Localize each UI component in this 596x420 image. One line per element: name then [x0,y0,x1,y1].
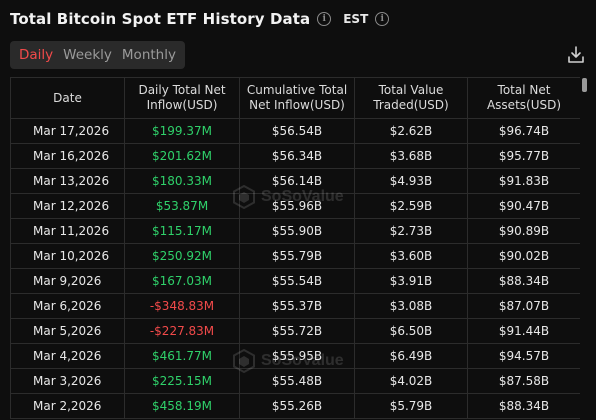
period-tabs: Daily Weekly Monthly [10,41,185,69]
daily-net-inflow-cell: -$348.83M [124,293,240,319]
net-assets-cell: $90.89B [467,218,580,244]
history-table: Date Daily Total Net Inflow(USD) Cumulat… [10,77,580,419]
net-assets-cell: $88.34B [467,393,580,419]
net-assets-cell: $91.83B [467,168,580,194]
timezone-label[interactable]: EST [343,12,369,26]
table-header-row: Date Daily Total Net Inflow(USD) Cumulat… [10,77,580,119]
date-cell: Mar 17,2026 [10,118,125,144]
value-traded-cell: $2.73B [354,218,468,244]
date-cell: Mar 11,2026 [10,218,125,244]
value-traded-cell: $2.62B [354,118,468,144]
value-traded-cell: $3.91B [354,268,468,294]
net-assets-cell: $96.74B [467,118,580,144]
daily-net-inflow-cell: $180.33M [124,168,240,194]
value-traded-cell: $3.60B [354,243,468,269]
daily-net-inflow-cell: $225.15M [124,368,240,394]
value-traded-cell: $6.49B [354,343,468,369]
table-row[interactable]: Mar 5,2026 -$227.83M $55.72B $6.50B $91.44B [10,318,580,344]
scrollbar-track[interactable] [581,77,589,420]
daily-net-inflow-cell: $250.92M [124,243,240,269]
date-cell: Mar 12,2026 [10,193,125,219]
cumulative-net-inflow-cell: $55.79B [239,243,355,269]
cumulative-net-inflow-cell: $55.90B [239,218,355,244]
date-cell: Mar 5,2026 [10,318,125,344]
value-traded-cell: $6.50B [354,318,468,344]
net-assets-cell: $90.02B [467,243,580,269]
column-header-daily-net-inflow[interactable]: Daily Total Net Inflow(USD) [124,77,240,119]
date-cell: Mar 2,2026 [10,393,125,419]
table-row[interactable]: Mar 11,2026 $115.17M $55.90B $2.73B $90.89B [10,218,580,244]
date-cell: Mar 6,2026 [10,293,125,319]
page-title: Total Bitcoin Spot ETF History Data [10,10,311,28]
value-traded-cell: $4.02B [354,368,468,394]
net-assets-cell: $91.44B [467,318,580,344]
daily-net-inflow-cell: $115.17M [124,218,240,244]
net-assets-cell: $87.07B [467,293,580,319]
scrollbar-thumb[interactable] [582,78,587,92]
net-assets-cell: $87.58B [467,368,580,394]
value-traded-cell: $5.79B [354,393,468,419]
column-header-net-assets[interactable]: Total Net Assets(USD) [467,77,580,119]
page-header: Total Bitcoin Spot ETF History Data i ES… [10,8,390,30]
daily-net-inflow-cell: $461.77M [124,343,240,369]
column-header-value-traded[interactable]: Total Value Traded(USD) [354,77,468,119]
history-table-container[interactable]: Date Daily Total Net Inflow(USD) Cumulat… [10,77,580,420]
net-assets-cell: $90.47B [467,193,580,219]
tab-weekly[interactable]: Weekly [63,47,112,63]
daily-net-inflow-cell: $167.03M [124,268,240,294]
cumulative-net-inflow-cell: $55.72B [239,318,355,344]
cumulative-net-inflow-cell: $55.37B [239,293,355,319]
table-row[interactable]: Mar 16,2026 $201.62M $56.34B $3.68B $95.77B [10,143,580,169]
daily-net-inflow-cell: $53.87M [124,193,240,219]
net-assets-cell: $95.77B [467,143,580,169]
table-row[interactable]: Mar 12,2026 $53.87M $55.96B $2.59B $90.47B [10,193,580,219]
date-cell: Mar 4,2026 [10,343,125,369]
value-traded-cell: $2.59B [354,193,468,219]
table-row[interactable]: Mar 3,2026 $225.15M $55.48B $4.02B $87.58B [10,368,580,394]
table-row[interactable]: Mar 9,2026 $167.03M $55.54B $3.91B $88.34B [10,268,580,294]
cumulative-net-inflow-cell: $56.54B [239,118,355,144]
table-row[interactable]: Mar 4,2026 $461.77M $55.95B $6.49B $94.57B [10,343,580,369]
cumulative-net-inflow-cell: $55.95B [239,343,355,369]
cumulative-net-inflow-cell: $55.48B [239,368,355,394]
net-assets-cell: $94.57B [467,343,580,369]
daily-net-inflow-cell: $199.37M [124,118,240,144]
info-icon[interactable]: i [317,12,332,26]
daily-net-inflow-cell: $458.19M [124,393,240,419]
cumulative-net-inflow-cell: $55.54B [239,268,355,294]
daily-net-inflow-cell: $201.62M [124,143,240,169]
table-row[interactable]: Mar 2,2026 $458.19M $55.26B $5.79B $88.34B [10,393,580,419]
cumulative-net-inflow-cell: $56.34B [239,143,355,169]
date-cell: Mar 10,2026 [10,243,125,269]
table-row[interactable]: Mar 17,2026 $199.37M $56.54B $2.62B $96.74B [10,118,580,144]
table-row[interactable]: Mar 6,2026 -$348.83M $55.37B $3.08B $87.07B [10,293,580,319]
tab-monthly[interactable]: Monthly [121,47,176,63]
daily-net-inflow-cell: -$227.83M [124,318,240,344]
column-header-date[interactable]: Date [10,77,125,119]
cumulative-net-inflow-cell: $55.96B [239,193,355,219]
date-cell: Mar 9,2026 [10,268,125,294]
download-icon[interactable] [566,45,586,65]
date-cell: Mar 16,2026 [10,143,125,169]
timezone-info-icon[interactable]: i [375,12,390,26]
value-traded-cell: $3.68B [354,143,468,169]
column-header-cumulative-net-inflow[interactable]: Cumulative Total Net Inflow(USD) [239,77,355,119]
tab-daily[interactable]: Daily [19,47,54,63]
date-cell: Mar 3,2026 [10,368,125,394]
net-assets-cell: $88.34B [467,268,580,294]
table-row[interactable]: Mar 13,2026 $180.33M $56.14B $4.93B $91.83B [10,168,580,194]
value-traded-cell: $4.93B [354,168,468,194]
date-cell: Mar 13,2026 [10,168,125,194]
table-row[interactable]: Mar 10,2026 $250.92M $55.79B $3.60B $90.02B [10,243,580,269]
value-traded-cell: $3.08B [354,293,468,319]
cumulative-net-inflow-cell: $55.26B [239,393,355,419]
cumulative-net-inflow-cell: $56.14B [239,168,355,194]
